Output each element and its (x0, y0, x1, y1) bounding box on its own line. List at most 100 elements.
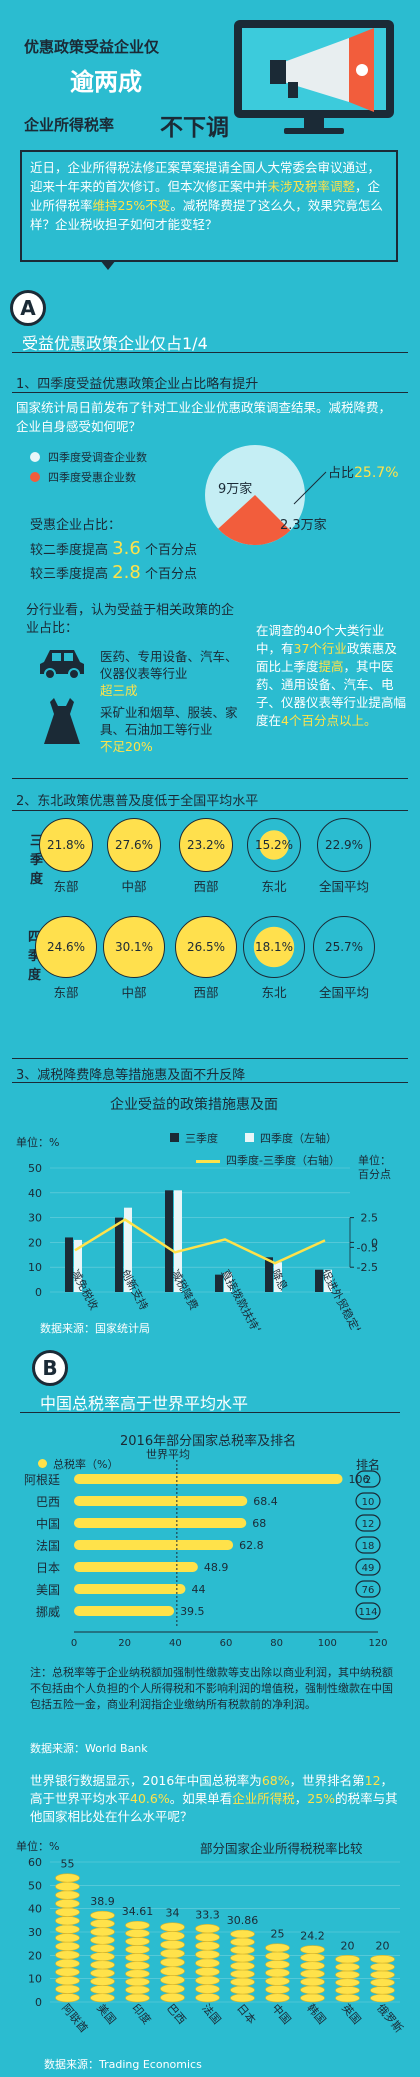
rank-value-0: 2 (365, 1475, 371, 1486)
tax-legend: 总税率（%） (38, 1456, 118, 1472)
coin (370, 1955, 395, 1964)
bar-q4-2 (174, 1190, 182, 1292)
tax-bar-5 (74, 1584, 186, 1594)
coin (300, 1961, 325, 1971)
coin (370, 1962, 395, 1972)
q3-circle-3: 15.2% (247, 818, 301, 872)
bar-q3-5 (315, 1269, 323, 1292)
q3-circle-0: 21.8% (39, 818, 93, 872)
rank-value-3: 18 (362, 1541, 375, 1552)
coin (265, 1993, 290, 2003)
coin (55, 1873, 80, 1883)
intro-pointer (100, 260, 116, 270)
combo-source: 数据来源：国家统计局 (40, 1322, 150, 1335)
bar-q3-3 (215, 1274, 223, 1292)
coin (195, 1924, 220, 1934)
coin-stack-4 (195, 1924, 220, 2003)
coin-value-3: 34 (166, 1907, 180, 1920)
coin (195, 1932, 220, 1942)
coin (300, 1945, 325, 1954)
coin (265, 1951, 290, 1961)
coin (230, 1937, 255, 1947)
coin-stack-9 (370, 1955, 395, 2003)
y-tick-label: 40 (28, 1187, 42, 1200)
coin-category-0: 阿联酋 (59, 2001, 91, 2035)
x-tick-label: 100 (318, 1638, 337, 1649)
tax-bar-6 (74, 1606, 175, 1616)
rank-value-5: 76 (362, 1585, 375, 1596)
coin (55, 1881, 80, 1892)
tax-bar-1 (74, 1496, 248, 1506)
coin (370, 1978, 395, 1987)
coin (335, 1986, 360, 1995)
q4-region-label-4: 全国平均 (318, 985, 369, 1000)
combo-chart-title: 企业受益的政策措施惠及面 (110, 1097, 278, 1113)
y-tick-label: 50 (28, 1879, 42, 1892)
legend-benefited: 四季度受惠企业数 (48, 471, 136, 484)
divider (12, 1082, 408, 1083)
bar-q4-5 (324, 1269, 332, 1292)
tax-value-6: 39.5 (180, 1605, 205, 1618)
tax-value-2: 68 (252, 1517, 266, 1530)
q3-circle-1: 27.6% (107, 818, 161, 872)
tax-source: 数据来源：World Bank (30, 1742, 148, 1755)
coin (125, 1953, 150, 1962)
pie-label-total: 9万家 (218, 482, 253, 497)
coin-value-2: 34.61 (122, 1905, 154, 1918)
bar-q3-0 (65, 1237, 73, 1292)
coin (125, 1961, 150, 1970)
monitor-megaphone-illustration (234, 20, 394, 134)
coin (265, 1985, 290, 1994)
coin-stack-2 (125, 1920, 150, 2003)
coin (55, 1958, 80, 1969)
q3-region-label-1: 中部 (121, 879, 147, 894)
coin-category-6: 中国 (269, 2002, 293, 2027)
coin-stack-5 (230, 1929, 255, 2003)
coin (160, 1966, 185, 1976)
coin (160, 1939, 185, 1950)
coin-value-9: 20 (376, 1939, 390, 1952)
q4-region-label-2: 西部 (193, 985, 219, 1000)
header-line2: 逾两成 (70, 68, 142, 96)
section-a-para1: 国家统计局日前发布了针对工业企业优惠政策调查结果。减税降费，企业自身感受如何呢？ (16, 400, 392, 434)
x-tick-label: 120 (368, 1638, 387, 1649)
coin (55, 1967, 80, 1977)
coin (195, 1949, 220, 1960)
coin-chart: 0 10 20 30 40 50 60 55 阿联酋 38.9 美国 34.61 印度 34 巴西 33.3 法… (28, 1856, 405, 2035)
coin (230, 1945, 255, 1955)
coin (55, 1993, 80, 2003)
coin (125, 1929, 150, 1938)
divider (12, 778, 408, 779)
y-tick-label: 10 (28, 1973, 42, 1986)
coin (160, 1975, 185, 1985)
coin-stack-8 (335, 1955, 360, 2003)
divider (12, 392, 408, 393)
coin (335, 1978, 360, 1987)
y-tick-label: 60 (28, 1856, 42, 1869)
coin-stack-7 (300, 1945, 325, 2003)
car-icon (40, 650, 84, 680)
rank-badge-5 (355, 1580, 381, 1598)
coin (370, 1986, 395, 1995)
coin (300, 1969, 325, 1979)
coin-source: 数据来源：Trading Economics (44, 2058, 202, 2071)
coin-category-8: 英国 (339, 2001, 364, 2027)
industry-title: 分行业看，认为受益于相关政策的企业占比： (26, 603, 235, 636)
tax-country-2: 中国 (36, 1516, 60, 1531)
x-tick-label: 40 (169, 1638, 182, 1649)
coin-category-5: 日本 (234, 2001, 259, 2027)
coin (265, 1976, 290, 1986)
coin (335, 1962, 360, 1972)
coin (300, 1977, 325, 1987)
coin (370, 1993, 395, 2003)
bar-q3-4 (265, 1257, 273, 1292)
x-tick-label: 60 (220, 1638, 233, 1649)
coin (90, 1968, 115, 1978)
coin (335, 1955, 360, 1964)
rank-value-1: 10 (362, 1497, 375, 1508)
coin-category-1: 美国 (94, 2002, 118, 2027)
q3-region-label-4: 全国平均 (318, 879, 369, 894)
coin (125, 1937, 150, 1946)
y-tick-label: 0 (35, 1286, 42, 1299)
coin (125, 1993, 150, 2003)
